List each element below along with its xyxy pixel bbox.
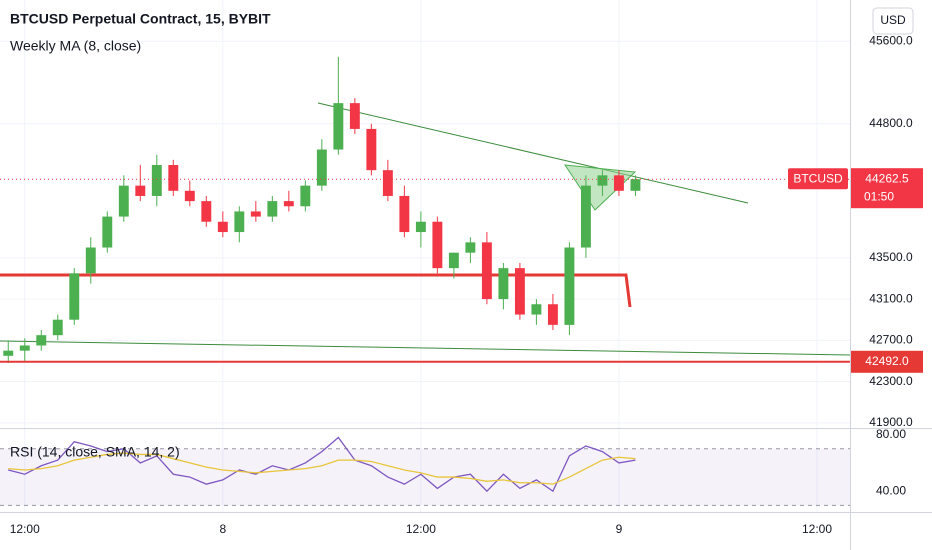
candle-body: [514, 268, 525, 315]
level-tag: [851, 350, 923, 373]
trend-line: [317, 102, 749, 204]
candle-body: [85, 247, 96, 274]
candle-body: [333, 103, 344, 150]
candle-body: [151, 165, 162, 196]
rsi-line: [8, 452, 636, 485]
candle-body: [118, 185, 129, 217]
chart-title: BTCUSD Perpetual Contract, 15, BYBIT: [10, 11, 271, 27]
y-tick-label: 43500.0: [869, 250, 913, 264]
y-tick-label: 44800.0: [869, 116, 913, 130]
candle-body: [465, 242, 476, 253]
countdown: 01:50: [864, 189, 894, 203]
candle-body: [234, 211, 245, 233]
candle-body: [3, 350, 14, 356]
candle-body: [168, 165, 179, 191]
candle-body: [52, 319, 63, 336]
price-tag: [851, 168, 923, 209]
candle-body: [250, 211, 261, 217]
candle-body: [283, 201, 294, 207]
candle-body: [531, 304, 542, 315]
x-tick-label: 12:00: [10, 522, 40, 536]
marks: [0, 56, 850, 493]
candle-body: [135, 185, 146, 196]
candle-body: [217, 221, 228, 233]
candle-body: [415, 221, 426, 233]
candle-body: [366, 128, 377, 171]
candle-body: [184, 190, 195, 202]
y-tick-label: 41900.0: [869, 415, 913, 429]
candle-body: [36, 335, 47, 346]
x-tick-label: 8: [219, 522, 226, 536]
currency-button[interactable]: [872, 7, 914, 35]
candle-body: [267, 201, 278, 217]
candle-body: [201, 201, 212, 222]
indicator-label: Weekly MA (8, close): [10, 38, 141, 54]
y-tick-label: 45600.0: [869, 33, 913, 47]
candle-body: [399, 195, 410, 233]
symbol-tag: [788, 168, 848, 190]
candle-body: [102, 216, 113, 248]
y-tick-label: 43100.0: [869, 291, 913, 305]
y-tick-label: 42300.0: [869, 374, 913, 388]
candle-body: [316, 149, 327, 186]
rsi-title: RSI (14, close, SMA, 14, 2): [10, 444, 180, 460]
candle-body: [382, 170, 393, 196]
y-tick-label: 40.00: [876, 483, 906, 497]
x-tick-label: 12:00: [802, 522, 832, 536]
level-label: 42492.0: [865, 354, 909, 368]
symbol-label: BTCUSD: [793, 171, 843, 185]
candle-body: [448, 252, 459, 269]
y-tick-label: 42700.0: [869, 333, 913, 347]
x-tick-label: 12:00: [406, 522, 436, 536]
candle-body: [69, 273, 80, 320]
x-tick-label: 9: [616, 522, 623, 536]
candle-body: [613, 175, 624, 191]
y-tick-label: 80.00: [876, 427, 906, 441]
price-label: 44262.5: [865, 171, 909, 185]
candle-body: [300, 185, 311, 207]
currency[interactable]: USD: [880, 13, 906, 27]
candle-body: [564, 247, 575, 325]
candle-body: [547, 304, 558, 325]
trend-line: [0, 340, 851, 356]
candle-body: [349, 103, 360, 129]
support-line: [0, 273, 632, 308]
candle-body: [432, 221, 443, 269]
candle-body: [597, 175, 608, 186]
tags: 45600.0 44800.0 43500.0 43100.0 42700.0 42300…: [10, 33, 923, 536]
candle-body: [19, 345, 30, 351]
candle-body: [498, 268, 509, 300]
candle-body: [580, 185, 591, 248]
candle-body: [481, 242, 492, 300]
candle-body: [630, 179, 641, 191]
